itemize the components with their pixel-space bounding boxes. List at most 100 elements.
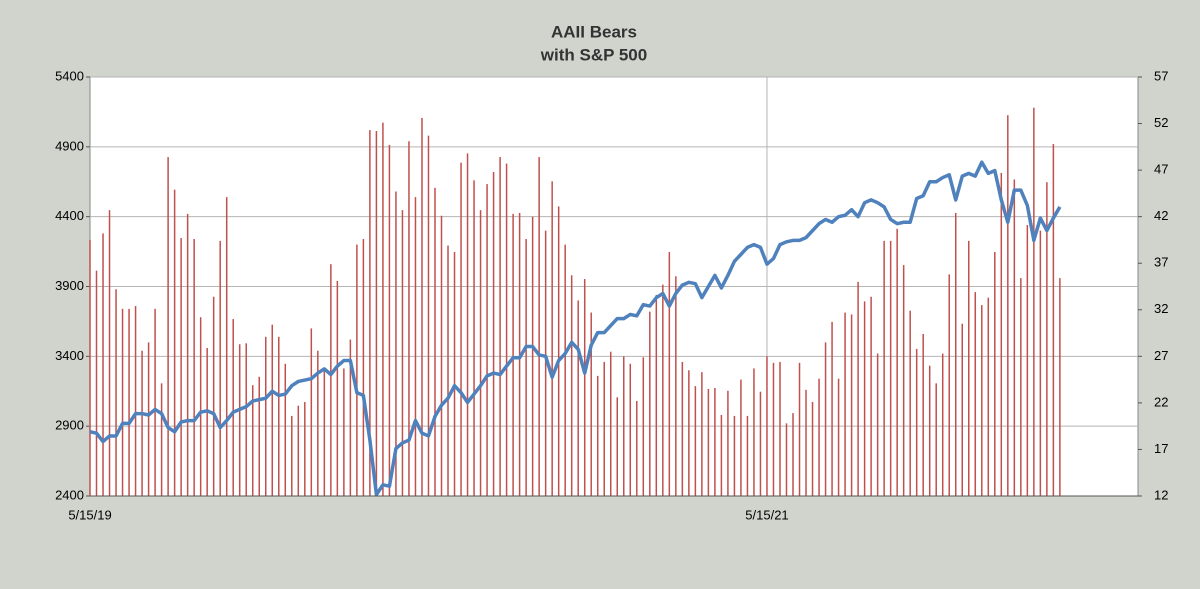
bar (304, 401, 306, 496)
bar (466, 153, 469, 496)
bar (297, 405, 300, 496)
bar (772, 362, 775, 496)
y-tick-label: 2900 (55, 418, 84, 433)
bar (714, 387, 716, 496)
bar (902, 265, 905, 496)
bar (681, 361, 684, 496)
bar (707, 388, 710, 496)
bar (349, 339, 352, 496)
bar (180, 238, 182, 497)
bar (623, 356, 625, 496)
bar (570, 275, 573, 496)
bar (486, 184, 488, 497)
line (89, 160, 1062, 497)
bar (473, 180, 475, 496)
bar (759, 391, 762, 496)
bar (668, 252, 671, 496)
bar (974, 292, 977, 496)
x-tick-label: 5/15/19 (68, 507, 111, 522)
bar (844, 312, 846, 496)
bar (889, 240, 892, 496)
bar (577, 300, 579, 496)
bar (603, 361, 605, 496)
bar (343, 368, 345, 496)
bar (323, 368, 326, 496)
bar (941, 353, 944, 496)
y2-tick-label: 12 (1154, 487, 1168, 502)
bar (948, 274, 950, 496)
bar (831, 321, 833, 496)
bar (310, 328, 313, 496)
bar (199, 317, 202, 496)
bar (134, 306, 137, 496)
y-tick-label: 3900 (55, 278, 84, 293)
bar (649, 311, 651, 496)
bar (193, 239, 195, 496)
bar (356, 244, 358, 496)
bar (675, 276, 677, 496)
bar (850, 314, 853, 496)
bar (551, 181, 553, 497)
bar (564, 244, 566, 496)
bar (115, 289, 117, 496)
bar (824, 342, 827, 496)
bar (492, 171, 495, 496)
bar (1000, 172, 1003, 496)
bar (245, 343, 247, 496)
bar (662, 284, 664, 496)
y-tick-label: 4900 (55, 138, 84, 153)
bar (863, 301, 866, 496)
bar (1033, 107, 1035, 496)
bar (382, 122, 384, 496)
bar (636, 401, 638, 496)
bar (147, 342, 150, 496)
bar (928, 365, 931, 496)
bar (375, 131, 378, 496)
bar (785, 423, 788, 496)
bar (395, 191, 397, 496)
y2-tick-label: 27 (1154, 348, 1168, 363)
bar (987, 297, 990, 496)
bar (870, 296, 872, 496)
bar (583, 279, 586, 496)
bar (876, 353, 879, 496)
bar (369, 130, 371, 496)
bar (414, 197, 417, 496)
bar (453, 252, 456, 496)
bar (694, 386, 697, 496)
bar (278, 336, 280, 496)
bar (544, 230, 547, 496)
bar (753, 368, 755, 496)
y2-tick-label: 42 (1154, 208, 1168, 223)
bar (883, 240, 885, 496)
bar (128, 308, 130, 496)
bar (362, 239, 365, 496)
bar (499, 157, 501, 496)
bar (186, 213, 189, 496)
bar (701, 372, 703, 496)
bar (167, 157, 169, 496)
bar (317, 350, 319, 496)
bar (596, 375, 599, 496)
bar (857, 281, 859, 496)
y-tick-label: 3400 (55, 348, 84, 363)
bar (538, 157, 540, 496)
bar (909, 310, 911, 496)
bar (102, 233, 104, 496)
bar (896, 228, 898, 496)
bar (212, 296, 215, 496)
bar (720, 414, 723, 496)
bar (1013, 179, 1016, 496)
bar (141, 350, 143, 496)
bar (1039, 230, 1042, 496)
bar (805, 389, 807, 496)
bar (512, 213, 514, 496)
bar (434, 187, 436, 496)
x-tick-label: 5/15/21 (745, 507, 788, 522)
bar (740, 379, 742, 496)
bar (95, 270, 98, 496)
bar (408, 141, 410, 496)
bar (219, 240, 221, 496)
bar (251, 385, 254, 496)
bar (336, 280, 339, 496)
